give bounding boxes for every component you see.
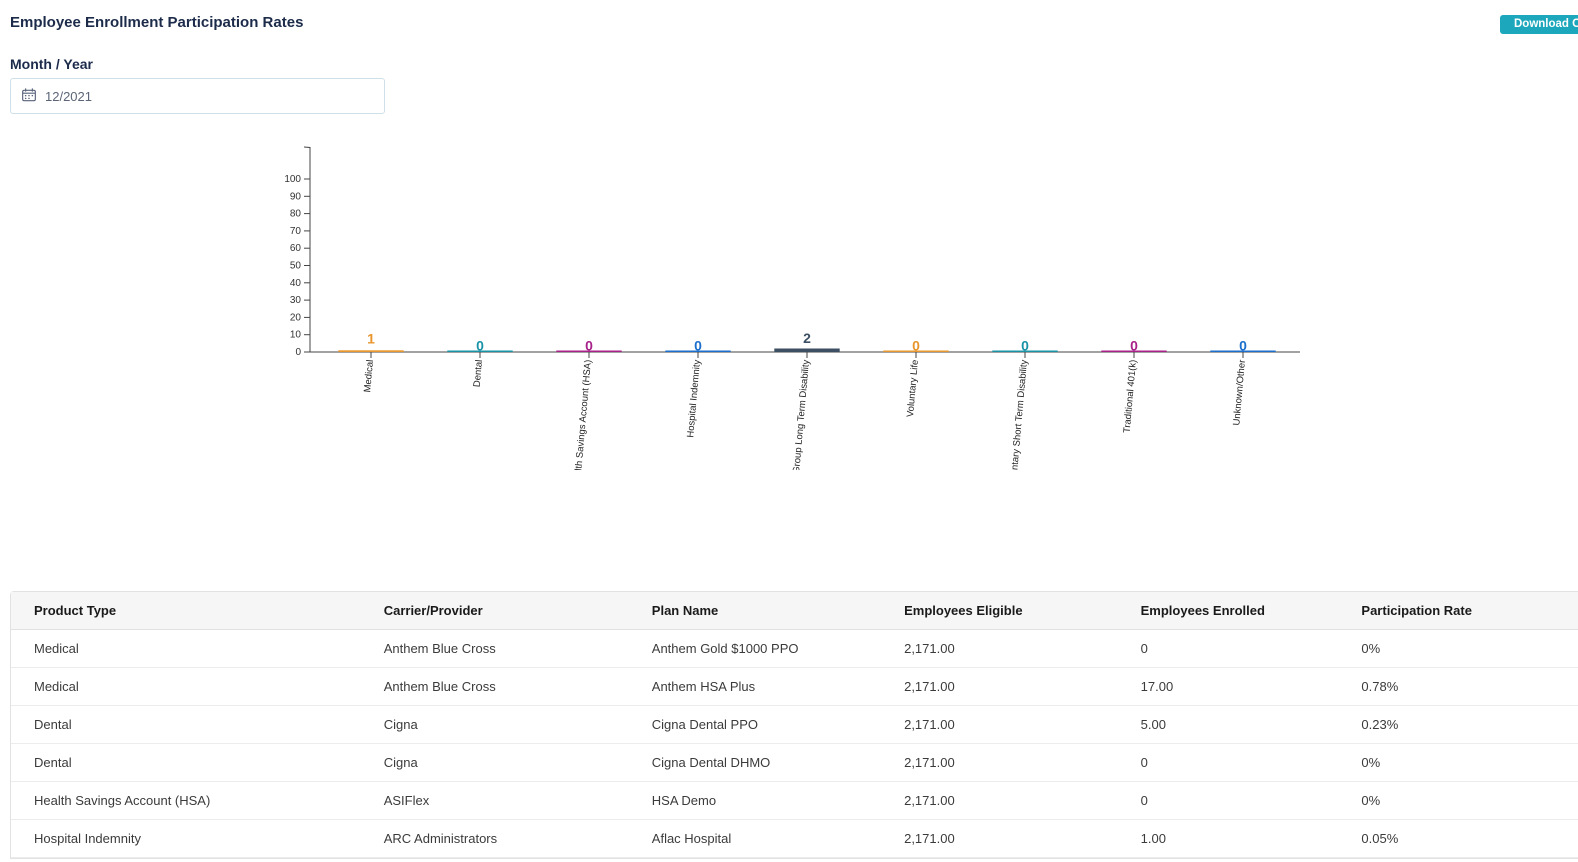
svg-text:100: 100 <box>284 174 301 185</box>
svg-text:50: 50 <box>290 261 302 272</box>
svg-text:20: 20 <box>290 312 302 323</box>
svg-text:Group Long Term Disability: Group Long Term Disability <box>791 359 812 470</box>
svg-text:0: 0 <box>1239 338 1247 354</box>
svg-text:0: 0 <box>912 338 920 354</box>
svg-text:40: 40 <box>290 278 302 289</box>
svg-text:70: 70 <box>290 226 302 237</box>
svg-text:Hospital Indemnity: Hospital Indemnity <box>685 359 703 438</box>
svg-text:0: 0 <box>476 338 484 354</box>
svg-text:2: 2 <box>803 330 811 346</box>
svg-text:Voluntary Life: Voluntary Life <box>905 359 921 417</box>
svg-text:Medical: Medical <box>362 359 376 393</box>
svg-text:80: 80 <box>290 209 302 220</box>
svg-text:0: 0 <box>1021 338 1029 354</box>
svg-text:0: 0 <box>1130 338 1138 354</box>
svg-text:Traditional 401(k): Traditional 401(k) <box>1122 359 1139 433</box>
svg-text:Voluntary Short Term Disabilit: Voluntary Short Term Disability <box>1008 359 1030 470</box>
svg-text:0: 0 <box>694 338 702 354</box>
svg-text:10: 10 <box>290 330 302 341</box>
svg-text:0: 0 <box>295 347 301 358</box>
svg-text:0: 0 <box>585 338 593 354</box>
svg-text:90: 90 <box>290 191 302 202</box>
svg-text:60: 60 <box>290 243 302 254</box>
svg-text:Unknown/Other: Unknown/Other <box>1231 359 1248 426</box>
svg-text:Health Savings Account (HSA): Health Savings Account (HSA) <box>572 359 594 470</box>
svg-text:1: 1 <box>367 331 375 347</box>
svg-text:Dental: Dental <box>472 359 485 387</box>
svg-text:30: 30 <box>290 295 302 306</box>
